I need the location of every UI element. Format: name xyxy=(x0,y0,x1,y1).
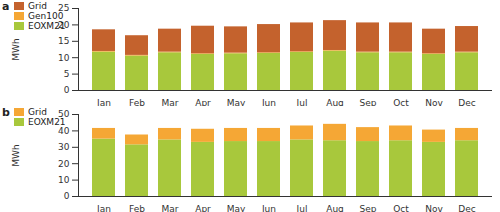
svg-text:Apr: Apr xyxy=(195,204,211,212)
svg-text:Feb: Feb xyxy=(129,98,145,106)
svg-text:Jul: Jul xyxy=(296,204,308,212)
svg-text:May: May xyxy=(227,98,246,106)
svg-text:Dec: Dec xyxy=(458,204,475,212)
svg-text:May: May xyxy=(227,204,246,212)
svg-text:Feb: Feb xyxy=(129,204,145,212)
svg-text:Mar: Mar xyxy=(162,204,179,212)
svg-text:20: 20 xyxy=(58,159,70,169)
svg-text:Aug: Aug xyxy=(326,98,344,106)
svg-text:MWh: MWh xyxy=(11,38,21,60)
html-text:b: b xyxy=(2,106,10,119)
svg-text:Dec: Dec xyxy=(458,98,475,106)
svg-text:Nov: Nov xyxy=(425,98,443,106)
html-text:Grid: Grid xyxy=(28,107,47,117)
svg-text:Aug: Aug xyxy=(326,204,344,212)
svg-text:40: 40 xyxy=(58,126,70,136)
svg-text:15: 15 xyxy=(58,36,69,46)
svg-text:Nov: Nov xyxy=(425,204,443,212)
svg-text:Jun: Jun xyxy=(261,98,276,106)
svg-text:MWh: MWh xyxy=(11,144,21,166)
svg-text:Mar: Mar xyxy=(162,98,179,106)
svg-text:Oct: Oct xyxy=(393,98,409,106)
svg-text:30: 30 xyxy=(58,142,70,152)
svg-text:Jun: Jun xyxy=(261,204,276,212)
svg-text:Oct: Oct xyxy=(393,204,409,212)
html-text:EOXM21: EOXM21 xyxy=(28,117,66,127)
html-text:Gen100: Gen100 xyxy=(28,11,64,21)
html-text:a: a xyxy=(2,0,10,13)
svg-text:Jul: Jul xyxy=(296,98,308,106)
svg-text:0: 0 xyxy=(64,85,70,95)
svg-text:Apr: Apr xyxy=(195,98,211,106)
svg-text:0: 0 xyxy=(64,191,70,201)
svg-text:Sep: Sep xyxy=(360,98,377,106)
html-text:Grid: Grid xyxy=(28,1,47,11)
svg-text:Jan: Jan xyxy=(96,98,111,106)
html-text:EOXM21: EOXM21 xyxy=(28,21,66,31)
svg-text:50: 50 xyxy=(58,109,70,120)
svg-text:10: 10 xyxy=(58,175,70,185)
svg-text:5: 5 xyxy=(64,69,70,79)
svg-text:Jan: Jan xyxy=(96,204,111,212)
svg-text:Sep: Sep xyxy=(360,204,377,212)
svg-text:10: 10 xyxy=(58,53,70,63)
svg-text:25: 25 xyxy=(58,3,70,14)
